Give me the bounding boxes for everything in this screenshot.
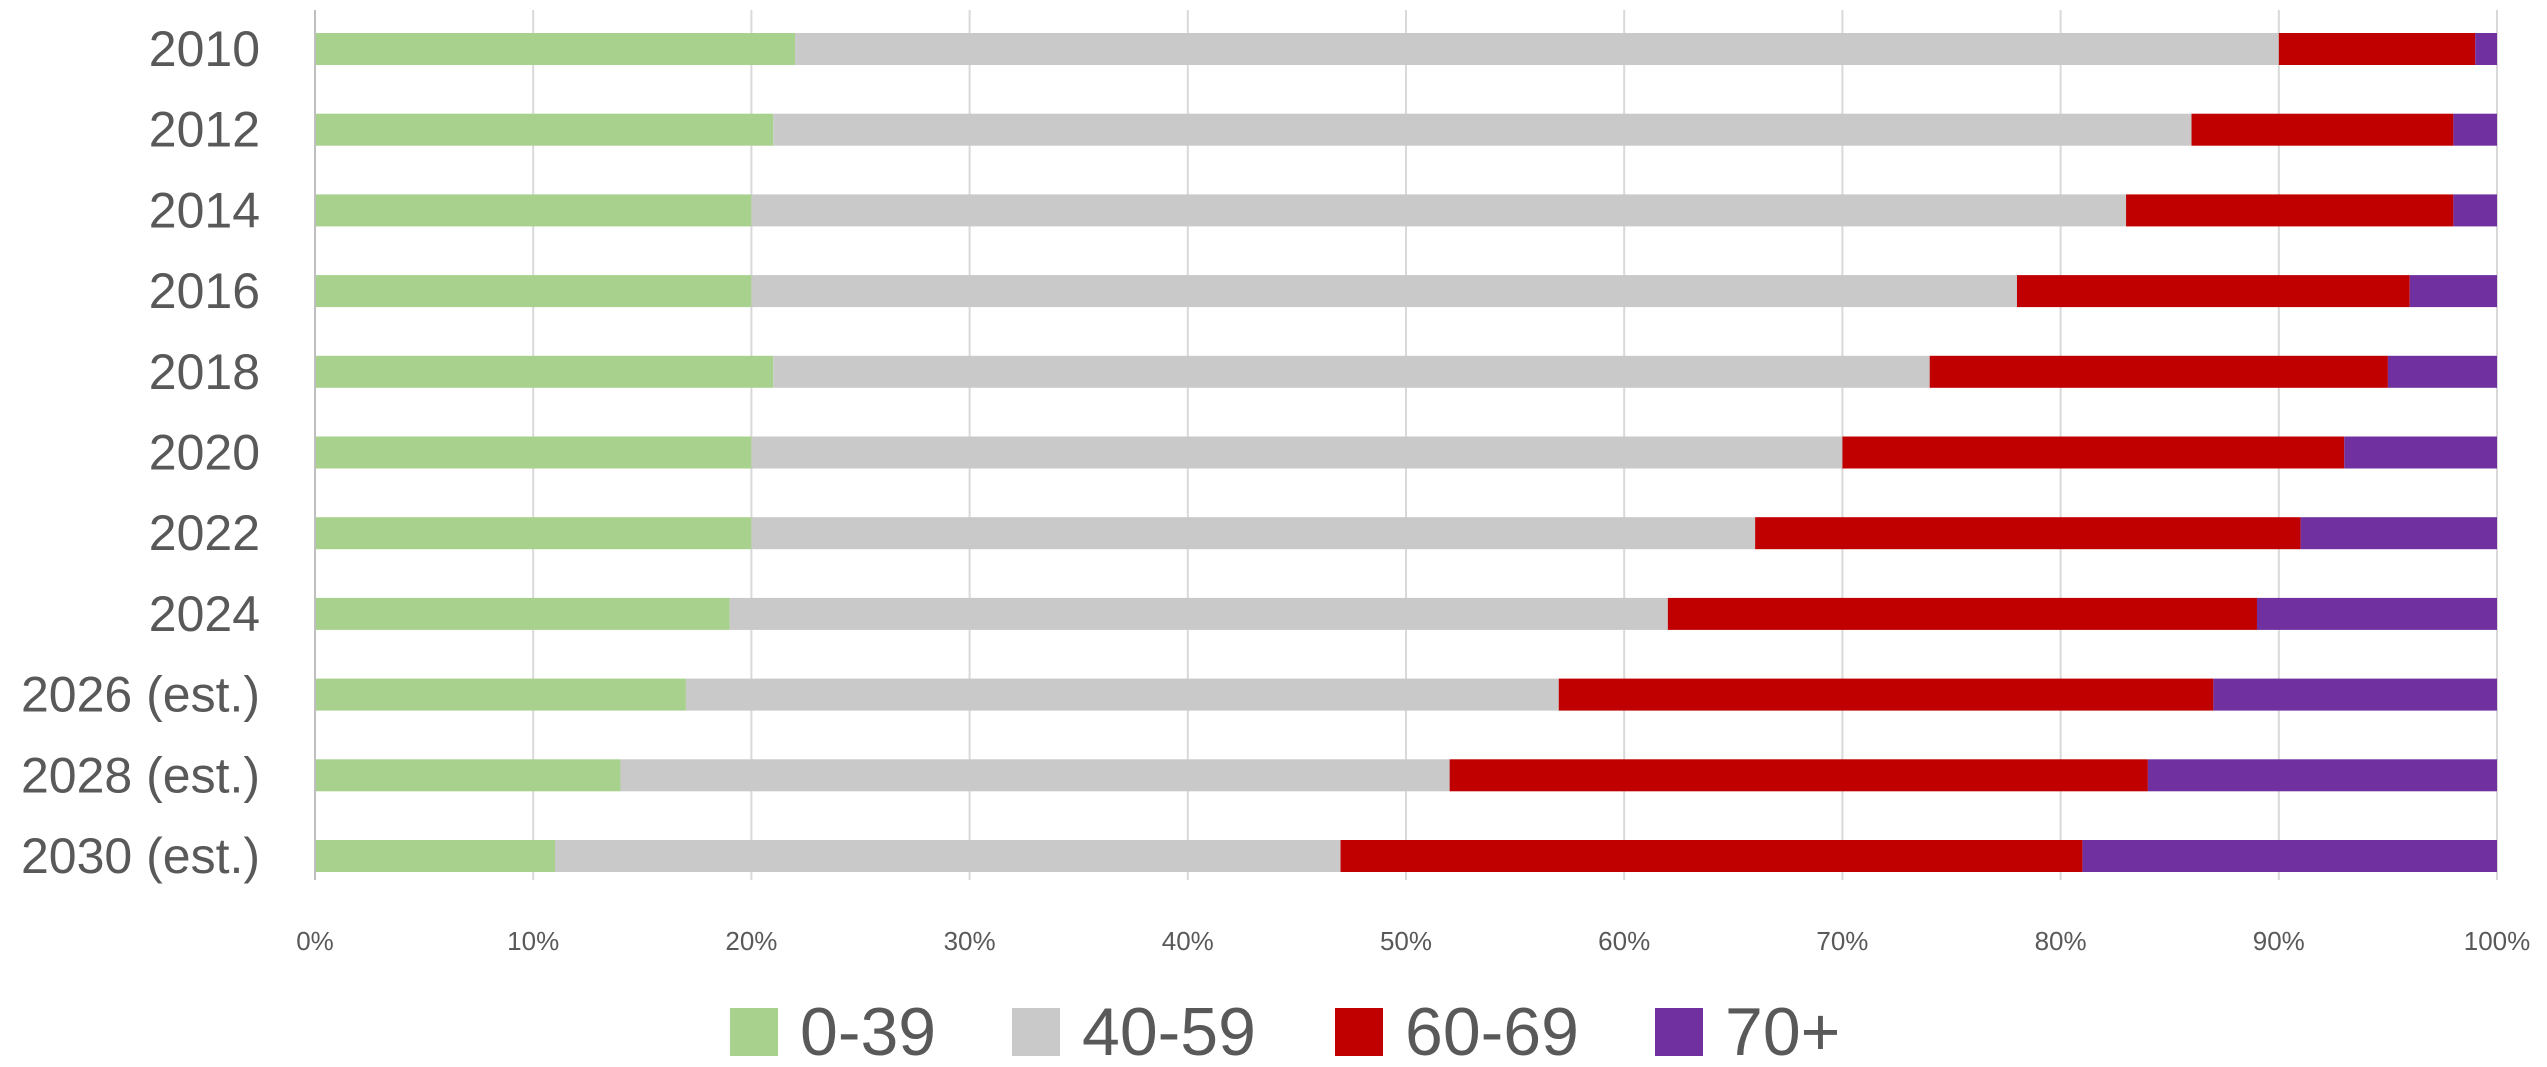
category-label: 2028 (est.) — [21, 747, 260, 803]
bar-segment — [2453, 194, 2497, 227]
bar-segment — [2082, 840, 2497, 872]
legend-label: 70+ — [1725, 994, 1840, 1067]
bar-segment — [1755, 517, 2301, 550]
bar-segment — [1842, 436, 2345, 469]
bar-segment — [795, 33, 2279, 65]
category-label: 2026 (est.) — [21, 667, 260, 723]
bar-segment — [620, 759, 1450, 792]
bar-segment — [751, 517, 1756, 550]
x-tick-label: 60% — [1598, 926, 1650, 956]
bar-segment — [773, 355, 1930, 388]
bar-segment — [1929, 355, 2388, 388]
bar-segment — [2300, 517, 2497, 550]
bar-segment — [1667, 597, 2257, 630]
x-tick-label: 40% — [1162, 926, 1214, 956]
bar-segment — [2344, 436, 2497, 469]
bar-segment — [315, 517, 752, 550]
bar-segment — [751, 436, 1843, 469]
category-label: 2010 — [149, 21, 260, 77]
bar-segment — [2278, 33, 2476, 65]
legend-swatch — [1012, 1008, 1060, 1056]
bar-segment — [2387, 355, 2497, 388]
category-labels: 2010 2012 2014 2016 2018 2020 2022 2024 2026 (es… — [21, 21, 260, 884]
bar-segment — [1340, 840, 2083, 872]
category-label: 2012 — [149, 102, 260, 158]
x-tick-label: 20% — [725, 926, 777, 956]
legend-swatch — [1335, 1008, 1383, 1056]
x-tick-label: 90% — [2253, 926, 2305, 956]
bar-segment — [2016, 275, 2410, 308]
bar-segment — [1558, 678, 2214, 711]
x-tick-labels: 0% 10% 20% 30% 40% 50% 60% 70% 80% 90% 100% — [296, 926, 2530, 956]
bar-segment — [315, 436, 752, 469]
bar-segment — [2475, 33, 2497, 65]
bar-segment — [2147, 759, 2497, 792]
legend-label: 0-39 — [800, 994, 936, 1067]
category-label: 2022 — [149, 505, 260, 561]
bar-segment — [773, 113, 2192, 146]
bar-segment — [315, 678, 686, 711]
bar-segment — [2409, 275, 2497, 308]
bar-segment — [685, 678, 1559, 711]
bar-segment — [2256, 597, 2497, 630]
bar-segment — [1449, 759, 2148, 792]
bar-segment — [751, 194, 2127, 227]
bar-segment — [315, 759, 621, 792]
category-label: 2014 — [149, 182, 260, 238]
x-tick-label: 10% — [507, 926, 559, 956]
category-label: 2024 — [149, 586, 260, 642]
bar-segment — [315, 113, 774, 146]
bar-segment — [555, 840, 1341, 872]
legend-label: 60-69 — [1405, 994, 1579, 1067]
legend: 0-39 40-59 60-69 70+ — [730, 994, 1840, 1067]
x-tick-label: 30% — [944, 926, 996, 956]
bar-segment — [751, 275, 2017, 308]
legend-swatch — [730, 1008, 778, 1056]
x-tick-label: 70% — [1816, 926, 1868, 956]
bar-segment — [315, 194, 752, 227]
x-tick-label: 100% — [2464, 926, 2531, 956]
bar-segment — [315, 275, 752, 308]
category-label: 2020 — [149, 425, 260, 481]
bar-segment — [729, 597, 1668, 630]
bar-segment — [315, 33, 796, 65]
bar-segment — [2126, 194, 2454, 227]
bars — [315, 33, 2497, 872]
category-label: 2016 — [149, 263, 260, 319]
x-tick-label: 50% — [1380, 926, 1432, 956]
bar-segment — [2213, 678, 2497, 711]
category-label: 2018 — [149, 344, 260, 400]
x-tick-label: 0% — [296, 926, 334, 956]
legend-swatch — [1655, 1008, 1703, 1056]
bar-segment — [315, 840, 556, 872]
bar-segment — [315, 355, 774, 388]
bar-segment — [2191, 113, 2454, 146]
bar-segment — [315, 597, 730, 630]
category-label: 2030 (est.) — [21, 828, 260, 884]
legend-label: 40-59 — [1082, 994, 1256, 1067]
x-tick-label: 80% — [2035, 926, 2087, 956]
bar-segment — [2453, 113, 2497, 146]
